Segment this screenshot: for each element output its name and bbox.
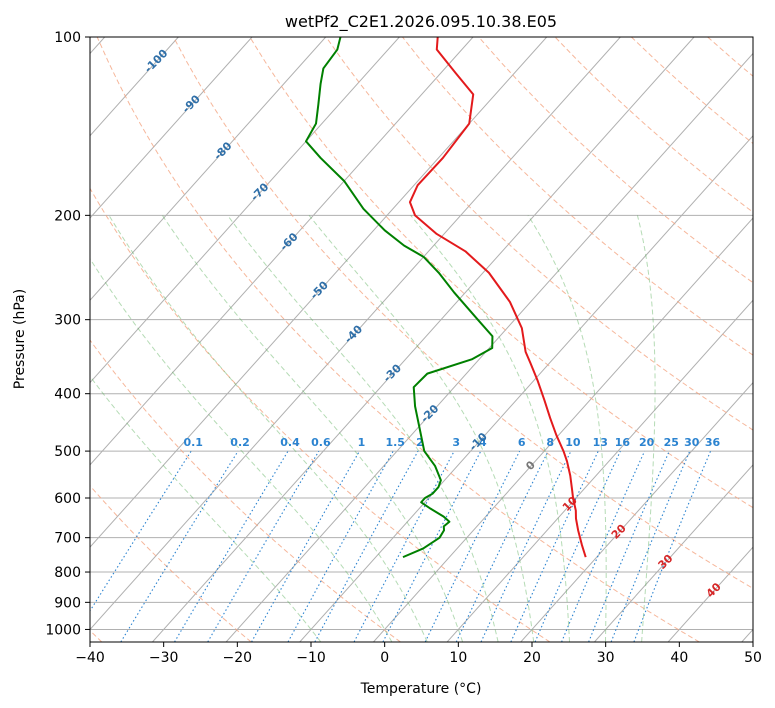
isotherm-line [152, 37, 695, 642]
y-tick-label: 100 [54, 30, 81, 46]
moist-adiabat-line [90, 257, 393, 642]
profiles [305, 37, 587, 559]
mixing-ratio-label: 13 [593, 436, 608, 449]
isotherm-line [90, 37, 474, 466]
moist-adiabat-line [308, 215, 535, 642]
y-tick-label: 600 [54, 491, 81, 507]
moist-adiabat-line [527, 215, 607, 642]
isotherm-line [90, 37, 253, 219]
x-tick-label: −10 [296, 650, 326, 666]
mixing-ratio-line [287, 450, 394, 642]
isotherm-line [225, 52, 753, 642]
mixing-ratio-label: 30 [684, 436, 700, 449]
mixing-ratio-line [534, 450, 621, 642]
mixing-ratio-label: 1.5 [385, 436, 405, 449]
mixing-ratio-label: 4 [479, 436, 487, 449]
moist-adiabat-line [108, 215, 428, 642]
mixing-ratio-label: 36 [705, 436, 721, 449]
dry-adiabat-line [249, 37, 753, 509]
isotherm-line [90, 37, 327, 302]
mixing-ratio-line [588, 450, 670, 642]
dry-adiabat-line [402, 37, 753, 356]
mixing-ratio-label: 0.1 [183, 436, 203, 449]
mixing-ratio-label: 0.2 [230, 436, 250, 449]
y-tick-label: 300 [54, 313, 81, 329]
isotherm-line [90, 37, 621, 631]
moist-adiabat-line [636, 215, 656, 642]
y-tick-label: 800 [54, 565, 81, 581]
isotherm-line [741, 628, 753, 642]
y-tick-label: 200 [54, 208, 81, 224]
dry-adiabat-line [325, 37, 753, 431]
dry-adiabat-line [90, 339, 401, 642]
mixing-ratio-line [251, 450, 360, 642]
moist-adiabat-line [90, 375, 322, 642]
line-labels: 0.1 0.2 0.4 0.6 1 1.5 2 3 4 6 8 10 13 16 20 25 30 36-100-… [142, 47, 724, 601]
x-tick-label: −40 [75, 650, 105, 666]
mixing-ratio-label: 2 [416, 436, 424, 449]
mixing-ratio-line [424, 450, 521, 642]
y-tick-label: 1000 [45, 622, 81, 638]
mixing-ratio-label: 20 [639, 436, 655, 449]
mixing-ratio-line [610, 450, 691, 642]
mixing-ratio-line [90, 450, 192, 612]
dry-adiabat-line [96, 37, 700, 642]
dry-adiabat-line [478, 37, 753, 284]
dry-adiabat-line [90, 484, 252, 642]
mixing-ratio-line [174, 450, 289, 642]
x-tick-label: −30 [149, 650, 179, 666]
mixing-ratio-line [480, 450, 572, 642]
x-tick-label: 50 [744, 650, 762, 666]
dewpoint-profile [305, 37, 494, 559]
dry-adiabat-line [173, 37, 753, 589]
mixing-ratio-label: 3 [452, 436, 460, 449]
isotherm-line [667, 546, 753, 642]
mixing-ratio-line [120, 450, 239, 642]
moist-adiabat-line [161, 215, 464, 642]
temperature-profile [408, 37, 587, 558]
mixing-ratio-label: 16 [615, 436, 631, 449]
isotherm-line [90, 37, 400, 384]
x-axis-label: Temperature (°C) [360, 681, 482, 697]
mixing-ratio-label: 25 [664, 436, 679, 449]
mixing-ratio-line [561, 450, 646, 642]
y-tick-label: 700 [54, 531, 81, 547]
x-tick-label: 0 [380, 650, 389, 666]
isotherm-line [520, 381, 753, 642]
x-tick-label: −20 [223, 650, 253, 666]
plot-frame [89, 36, 754, 643]
mixing-ratio-label: 0.4 [280, 436, 300, 449]
axes: −40 −30 −20 −10 0 10 20 30 40 5010020030040050060… [45, 30, 762, 666]
dry-adiabat-line [554, 37, 753, 213]
y-tick-label: 900 [54, 595, 81, 611]
mixing-ratio-label: 0.6 [311, 436, 331, 449]
mixing-ratio-label: 1 [358, 436, 366, 449]
isotherm-line [90, 37, 548, 548]
chart-title: wetPf2_C2E1.2026.095.10.38.E05 [285, 12, 557, 32]
mixing-ratio-line [510, 450, 599, 642]
x-tick-label: 30 [597, 650, 615, 666]
mixing-ratio-line [382, 450, 482, 642]
moist-adiabat-line [410, 215, 571, 642]
y-axis-label: Pressure (hPa) [12, 289, 28, 389]
mixing-ratio-line [314, 450, 419, 642]
background-lines [90, 37, 753, 642]
mixing-ratio-line [353, 450, 455, 642]
x-tick-label: 40 [670, 650, 688, 666]
isotherm-line [373, 217, 753, 642]
dry-adiabat-line [90, 187, 551, 642]
mixing-ratio-label: 6 [518, 436, 526, 449]
mixing-ratio-line [633, 450, 712, 642]
x-tick-label: 10 [449, 650, 467, 666]
x-tick-label: 20 [523, 650, 541, 666]
y-tick-label: 500 [54, 444, 81, 460]
isotherm-line [299, 134, 753, 642]
mixing-ratio-label: 10 [565, 436, 581, 449]
mixing-ratio-line [455, 450, 549, 642]
isotherm-line [594, 464, 753, 642]
mixing-ratio-label: 8 [546, 436, 554, 449]
y-tick-label: 400 [54, 387, 81, 403]
isotherm-line [446, 299, 753, 642]
